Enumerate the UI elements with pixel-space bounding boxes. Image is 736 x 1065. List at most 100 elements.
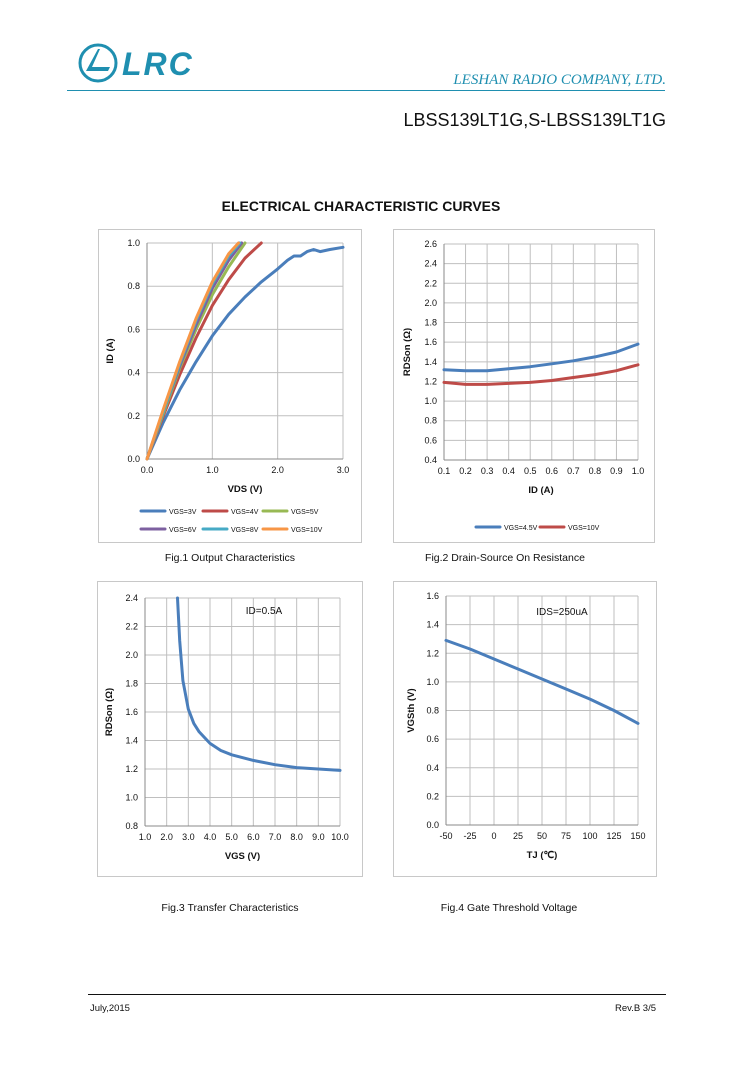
legend-label: VGS=5V: [291, 509, 319, 516]
chart-annotation: IDS=250uA: [536, 607, 588, 618]
legend-label: VGS=6V: [169, 527, 197, 534]
series-line-rdson: [176, 596, 342, 772]
y-tick-label: 2.2: [424, 278, 437, 288]
company-name: LESHAN RADIO COMPANY, LTD.: [453, 72, 666, 88]
y-tick-label: 1.4: [426, 620, 439, 630]
y-tick-label: 1.2: [424, 376, 437, 386]
x-tick-label: 7.0: [269, 832, 282, 842]
y-tick-label: 0.4: [426, 763, 439, 773]
y-tick-label: 2.6: [424, 239, 437, 249]
footer-revision: Rev.B 3/5: [614, 1003, 656, 1014]
chart-fig2-svg: 0.1 0.2 0.3 0.4 0.5 0.6 0.7 0.8 0.9 1.0 0.4 0.6 0.8 1…: [402, 239, 645, 532]
y-tick-label: 1.6: [424, 337, 437, 347]
x-tick-label: 5.0: [225, 832, 238, 842]
y-tick-label: 1.0: [125, 793, 138, 803]
x-tick-label: 0.0: [141, 465, 154, 475]
y-tick-label: 1.0: [424, 396, 437, 406]
series-line-vgsth: [444, 638, 640, 725]
x-tick-label: 2.0: [160, 832, 173, 842]
chart-output-characteristics: 0.0 1.0 2.0 3.0 0.0 0.2 0.4 0.6 0.8 1.0 VDS (V) ID …: [98, 229, 362, 543]
x-tick-label: 100: [582, 831, 597, 841]
chart-fig3-svg: 1.0 2.0 3.0 4.0 5.0 6.0 7.0 8.0 9.0 10.00.81.01.2…: [104, 593, 349, 862]
series-line-vgs-3v: [145, 245, 345, 461]
x-tick-label: 3.0: [182, 832, 195, 842]
lrc-logo: LRC: [78, 43, 194, 83]
y-tick-label: 2.0: [424, 298, 437, 308]
x-tick-label: 0.4: [502, 466, 515, 476]
y-tick-label: 1.6: [426, 591, 439, 601]
x-tick-label: 10.0: [331, 832, 349, 842]
x-tick-label: 6.0: [247, 832, 260, 842]
y-tick-label: 1.8: [125, 679, 138, 689]
y-tick-label: 2.2: [125, 622, 138, 632]
y-tick-label: 2.4: [125, 593, 138, 603]
x-tick-label: 4.0: [204, 832, 217, 842]
x-tick-label: 0.3: [481, 466, 494, 476]
x-tick-label: 0.8: [589, 466, 602, 476]
part-number: LBSS139LT1G,S-LBSS139LT1G: [403, 110, 667, 130]
y-tick-label: 0.4: [424, 455, 437, 465]
x-tick-label: 0.1: [438, 466, 451, 476]
series-line-vgs-4-5v: [442, 342, 640, 373]
y-tick-label: 2.4: [424, 259, 437, 269]
legend-label: VGS=3V: [169, 509, 197, 516]
chart-gate-threshold-voltage: -50 -25 0 25 50 75 100 125 150 0.0 0.2 0.4 0.6 0.8 1.0…: [393, 581, 657, 877]
x-tick-label: 1.0: [632, 466, 645, 476]
y-tick-label: 0.2: [127, 411, 140, 421]
series-line-vgs-10v: [145, 241, 240, 461]
footer-date: July,2015: [90, 1003, 130, 1014]
y-axis-label: RDSon (Ω): [402, 328, 413, 376]
y-tick-label: 1.2: [125, 764, 138, 774]
x-axis-label: VGS (V): [225, 851, 260, 862]
legend-label: VGS=10V: [291, 527, 323, 534]
x-tick-label: -25: [463, 831, 476, 841]
x-tick-label: 0.7: [567, 466, 580, 476]
chart-fig1-svg: 0.0 1.0 2.0 3.0 0.0 0.2 0.4 0.6 0.8 1.0 VDS (V) ID …: [105, 238, 349, 534]
y-tick-label: 0.0: [127, 454, 140, 464]
svg-text:LRC: LRC: [122, 46, 194, 82]
x-tick-label: 75: [561, 831, 571, 841]
footer-rule: [88, 994, 666, 995]
y-tick-label: 1.4: [424, 357, 437, 367]
y-tick-label: 1.8: [424, 318, 437, 328]
chart-drain-source-on-resistance: 0.1 0.2 0.3 0.4 0.5 0.6 0.7 0.8 0.9 1.0 0.4 0.6 0.8 1…: [393, 229, 655, 543]
x-tick-label: 25: [513, 831, 523, 841]
y-tick-label: 1.2: [426, 648, 439, 658]
y-tick-label: 0.8: [426, 706, 439, 716]
x-tick-label: -50: [439, 831, 452, 841]
x-tick-label: 150: [630, 831, 645, 841]
legend-label: VGS=10V: [568, 525, 600, 532]
x-tick-label: 9.0: [312, 832, 325, 842]
y-tick-label: 1.0: [127, 238, 140, 248]
x-tick-label: 1.0: [139, 832, 152, 842]
chart-fig4-svg: -50 -25 0 25 50 75 100 125 150 0.0 0.2 0.4 0.6 0.8 1.0…: [406, 591, 646, 861]
y-tick-label: 2.0: [125, 650, 138, 660]
legend-label: VGS=8V: [231, 527, 259, 534]
y-tick-label: 0.8: [127, 281, 140, 291]
x-tick-label: 0: [491, 831, 496, 841]
x-tick-label: 125: [606, 831, 621, 841]
x-tick-label: 0.9: [610, 466, 623, 476]
x-tick-label: 8.0: [290, 832, 303, 842]
caption-fig1: Fig.1 Output Characteristics: [164, 552, 296, 564]
y-axis-label: VGSth (V): [406, 688, 417, 732]
header-rule: [67, 90, 665, 91]
x-tick-label: 50: [537, 831, 547, 841]
y-tick-label: 0.2: [426, 791, 439, 801]
y-axis-label: ID (A): [105, 338, 116, 363]
chart-transfer-characteristics: 1.0 2.0 3.0 4.0 5.0 6.0 7.0 8.0 9.0 10.0 0.8 1.0 1.2…: [97, 581, 363, 877]
x-axis-label: VDS (V): [228, 484, 263, 495]
y-axis-label: RDSon (Ω): [104, 688, 115, 736]
caption-fig3: Fig.3 Transfer Characteristics: [161, 902, 299, 914]
caption-fig2: Fig.2 Drain-Source On Resistance: [425, 552, 585, 564]
series-line-vgs-10v: [442, 363, 640, 386]
y-tick-label: 0.8: [125, 821, 138, 831]
y-tick-label: 1.4: [125, 736, 138, 746]
x-axis-label: ID (A): [528, 485, 553, 496]
y-tick-label: 0.4: [127, 368, 140, 378]
y-tick-label: 1.0: [426, 677, 439, 687]
y-tick-label: 1.6: [125, 707, 138, 717]
x-tick-label: 0.2: [459, 466, 472, 476]
legend-label: VGS=4.5V: [504, 525, 538, 532]
y-tick-label: 0.6: [127, 324, 140, 334]
